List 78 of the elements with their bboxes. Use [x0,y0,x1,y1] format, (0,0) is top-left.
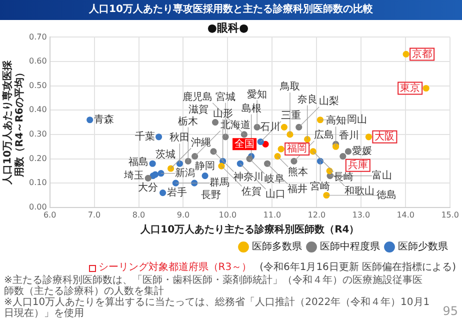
annotation: 香川 [338,129,359,142]
legend-label: 医師中程度県 [320,240,380,253]
annotation: 奈良 [297,93,318,106]
y-tick-label: 0.20 [29,154,47,163]
annotation: 栃木 [178,115,198,128]
annotation: 熊本 [288,166,308,178]
annotation: 三重 [280,110,301,122]
y-tick-label: 0.00 [29,202,47,212]
y-tick-label: 0.30 [29,130,47,139]
x-tick-label: 12.0 [308,210,326,220]
data-label: 京都 [412,48,432,60]
annotation: 新潟 [175,166,195,179]
y-tick-label: 0.60 [29,56,47,66]
annotation: 長崎 [333,170,354,183]
annotation: 広島 [314,129,334,142]
legend-label: 医師少数県 [398,240,448,253]
x-tick-label: 13.0 [352,210,370,220]
text: シーリング対象都道府県（R3～） [98,262,252,274]
x-tick-label: 6.0 [43,210,56,220]
annotation: 鹿児島 [182,91,213,104]
annotation: 高知 [326,114,346,127]
annotation: 岡山 [347,113,368,126]
annotation: 和歌山 [344,185,375,198]
annotation: 石川 [260,120,280,133]
text: ※主たる診療科別医師数は、「医師・歯科医師・薬剤師統計」（令和４年）の医療施設従事医師数（主たる診療科）の人数を集計 [4,275,424,297]
text: ※人口10万人あたりを算出するに当たっては、総務省「人口推計（2022年（令和４年）10月1日現在）」を使用 [4,297,431,319]
annotation: 山梨 [319,95,340,108]
data-label: 全国 [234,138,255,150]
annotation: 埼玉 [122,169,144,182]
annotation: 滋賀 [188,104,209,116]
y-tick-label: 0.40 [29,105,47,114]
x-tick-label: 14.0 [396,210,415,220]
y-tick-label: 0.70 [29,32,47,42]
annotation: 宮崎 [310,180,330,192]
y-axis-title: 人口10万人あたり専攻医採用数（R4～R6の平均） [2,59,26,186]
data-label: 兵庫 [348,158,368,171]
annotation: 佐賀 [242,185,262,198]
annotation: 静岡 [195,160,216,172]
data-label: 福岡 [287,142,308,155]
annotation: 岐阜 [264,172,285,185]
annotation: 神奈川 [234,170,264,183]
chart-subtitle: ●眼科● [207,21,249,34]
annotation: 福島 [128,156,148,168]
annotation: 群馬 [210,176,230,189]
y-tick-label: 0.50 [29,80,47,90]
annotation: 宮城 [215,90,236,103]
annotation: 鳥取 [278,80,300,93]
x-axis-title: 人口10万人あたり主たる診療科別医師数（R4） [140,224,360,236]
annotation: 山口 [266,188,286,200]
text: (令和6年1月16日更新 医師偏在指標による) [260,262,456,274]
annotation: 長野 [201,190,222,201]
x-tick-label: 8.0 [132,210,146,220]
y-tick-label: 0.10 [29,178,47,188]
annotation: 富山 [372,169,392,182]
annotation: 沖縄 [191,136,212,148]
x-tick-label: 11.0 [263,210,282,220]
text: 95 [442,304,458,318]
x-tick-label: 7.0 [88,210,101,220]
annotation: 北海道 [220,118,250,131]
annotation: 徳島 [376,188,396,201]
annotation: 島根 [241,102,262,114]
annotation: 岩手 [166,186,187,198]
x-tick-label: 15.0 [441,210,459,220]
annotation: 愛知 [247,88,268,100]
annotation: 茨城 [156,148,176,161]
annotation: 愛媛 [352,145,372,158]
annotation: 秋田 [170,132,190,144]
annotation: 山形 [212,107,233,120]
x-tick-label: 9.0 [176,210,190,220]
annotation: 千葉 [134,130,155,142]
x-tick-label: 10.0 [218,210,237,220]
annotation: 青森 [94,113,114,126]
annotation: 大分 [138,181,158,194]
chart-title: 人口10万人あたり専攻医採用数と主たる診療科別医師数の比較 [0,0,462,20]
annotation: 福井 [288,182,308,195]
legend-label: 医師多数県 [252,240,302,253]
data-label: 東京 [400,82,420,94]
data-label: 大阪 [374,130,395,142]
